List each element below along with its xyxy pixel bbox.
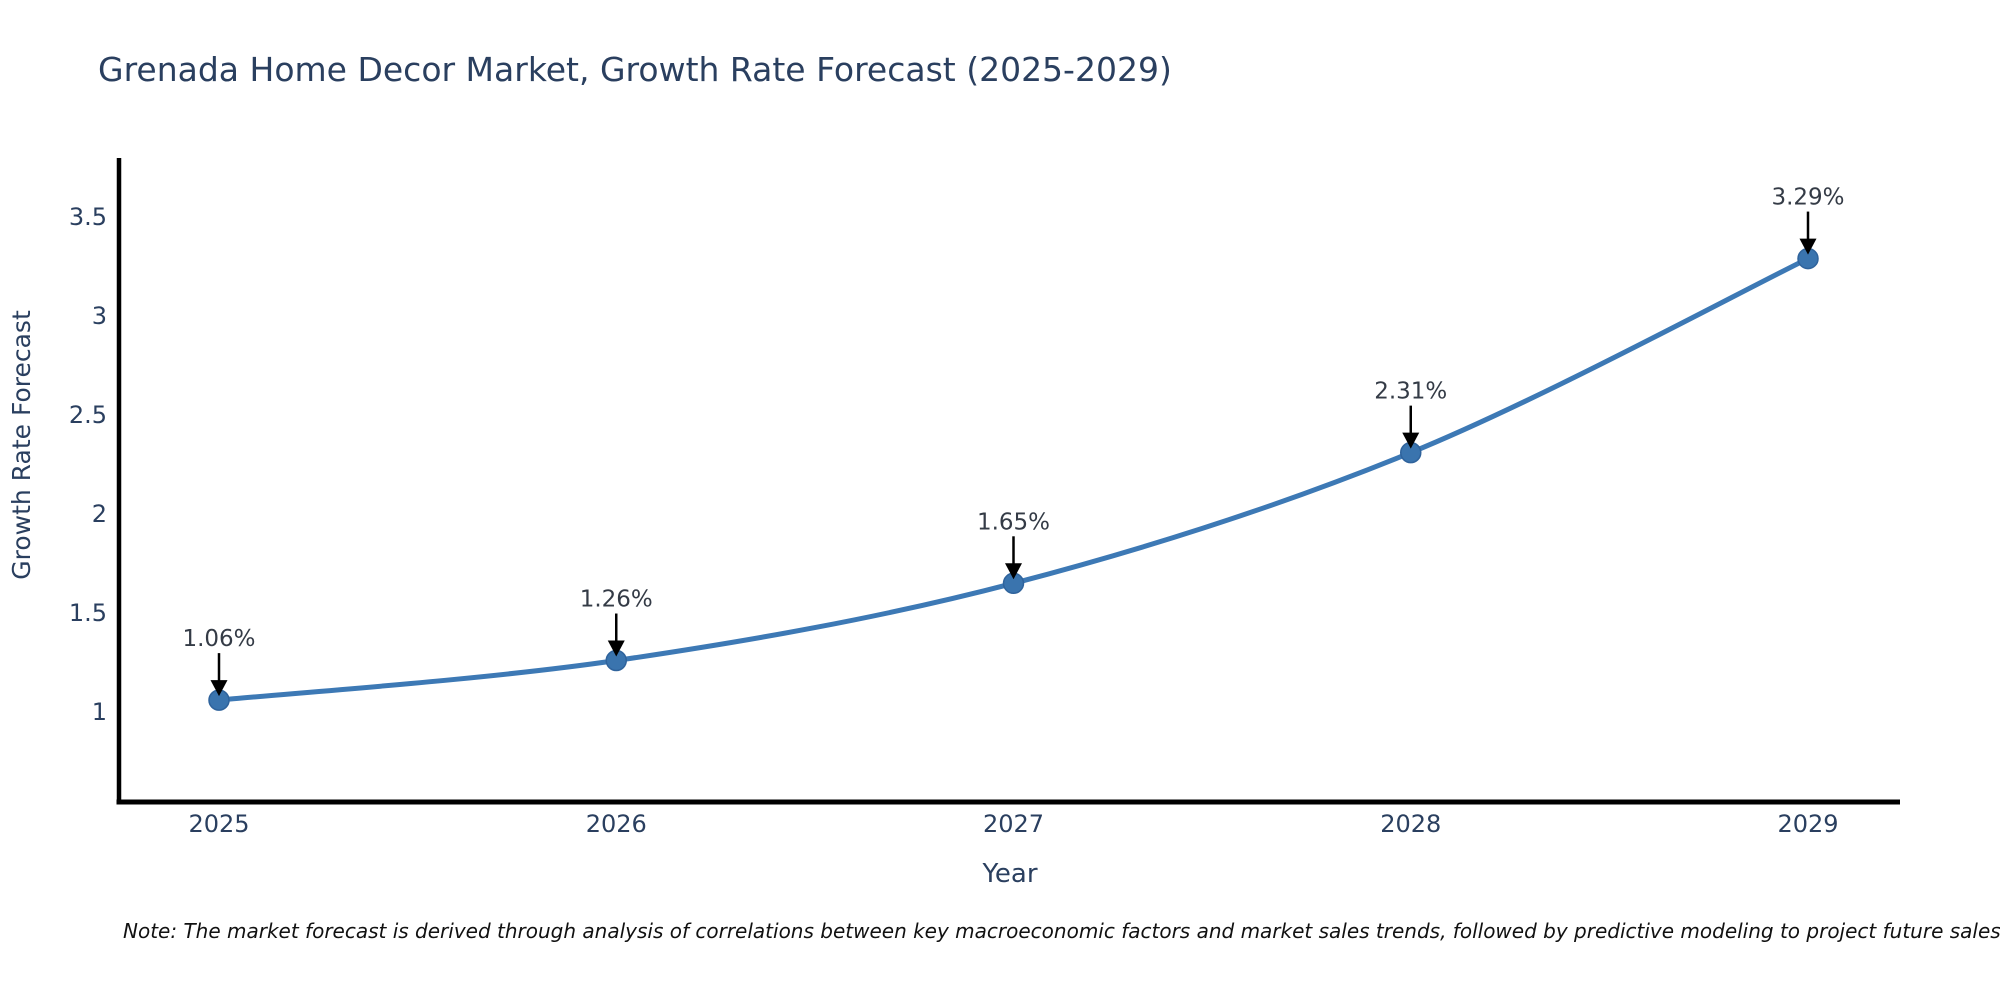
- y-tick-label: 3.5: [69, 203, 107, 231]
- point-value-label: 1.65%: [977, 509, 1050, 535]
- y-tick-label: 1.5: [69, 599, 107, 627]
- x-tick-label: 2027: [983, 810, 1044, 838]
- data-point-markers: [208, 247, 1819, 711]
- x-tick-label: 2025: [188, 810, 249, 838]
- point-value-label: 2.31%: [1374, 379, 1447, 405]
- y-tick-labels: 1 1.5 2 2.5 3 3.5: [69, 203, 107, 726]
- annotation-arrowhead-icon: [1402, 432, 1420, 449]
- footnote: Note: The market forecast is derived thr…: [123, 919, 2000, 943]
- point-value-label: 1.26%: [580, 587, 653, 613]
- annotation-arrowhead-icon: [1005, 563, 1022, 580]
- x-tick-label: 2028: [1380, 810, 1441, 838]
- annotation-arrowhead-icon: [210, 680, 228, 697]
- x-tick-labels: 2025 2026 2027 2028 2029: [188, 810, 1838, 838]
- x-axis-title: Year: [981, 859, 1037, 889]
- y-tick-label: 2.5: [69, 401, 107, 429]
- y-tick-label: 2: [92, 500, 107, 528]
- y-tick-label: 1: [92, 698, 107, 726]
- point-annotations: 1.06% 1.26% 1.65% 2.31% 3.29%: [182, 185, 1845, 697]
- y-axis-title: Growth Rate Forecast: [7, 310, 36, 580]
- annotation-arrowhead-icon: [1799, 238, 1817, 255]
- y-tick-label: 3: [92, 302, 107, 330]
- point-value-label: 3.29%: [1771, 185, 1844, 211]
- x-tick-label: 2026: [586, 810, 647, 838]
- point-value-label: 1.06%: [182, 626, 255, 652]
- chart-title: Grenada Home Decor Market, Growth Rate F…: [98, 50, 1172, 89]
- annotation-arrowhead-icon: [607, 640, 625, 657]
- forecast-line: [216, 256, 1811, 703]
- x-tick-label: 2029: [1777, 810, 1838, 838]
